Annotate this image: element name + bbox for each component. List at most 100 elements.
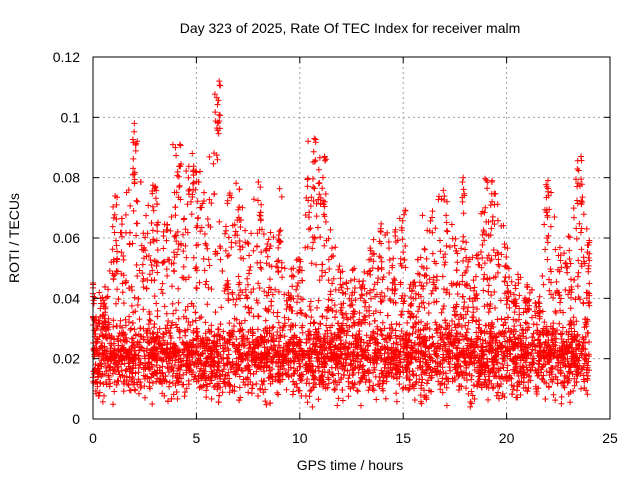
data-point — [91, 366, 98, 373]
data-point — [450, 342, 457, 349]
data-point — [423, 392, 430, 399]
data-point — [366, 367, 373, 374]
data-point — [412, 319, 419, 326]
data-point — [455, 386, 462, 393]
data-point — [575, 269, 582, 276]
data-point — [322, 218, 329, 225]
data-point — [335, 395, 342, 402]
data-point — [548, 371, 555, 378]
data-point — [475, 261, 482, 268]
data-point — [417, 338, 424, 345]
data-point — [172, 307, 179, 314]
data-point — [168, 214, 175, 221]
data-point — [308, 314, 315, 321]
data-point — [158, 286, 165, 293]
data-point — [97, 379, 104, 386]
data-point — [361, 372, 368, 379]
data-point — [117, 337, 124, 344]
data-point — [237, 223, 244, 230]
data-point — [521, 369, 528, 376]
data-point — [203, 242, 210, 249]
data-point — [445, 330, 452, 337]
data-point — [150, 331, 157, 338]
data-point — [311, 135, 318, 142]
data-point — [549, 364, 556, 371]
data-point — [505, 345, 512, 352]
data-point — [136, 347, 143, 354]
data-point — [370, 286, 377, 293]
data-point — [489, 368, 496, 375]
data-point — [176, 334, 183, 341]
data-point — [128, 302, 135, 309]
data-point — [333, 350, 340, 357]
data-point — [274, 329, 281, 336]
data-point — [328, 253, 335, 260]
data-point — [219, 268, 226, 275]
data-point — [341, 366, 348, 373]
data-point — [99, 398, 106, 405]
data-point — [195, 355, 202, 362]
data-point — [299, 329, 306, 336]
data-point — [196, 368, 203, 375]
data-point — [479, 254, 486, 261]
data-point — [539, 363, 546, 370]
data-point — [449, 355, 456, 362]
data-point — [439, 273, 446, 280]
data-point — [274, 258, 281, 265]
data-point — [302, 244, 309, 251]
data-point — [366, 377, 373, 384]
data-point — [485, 309, 492, 316]
data-point — [484, 185, 491, 192]
data-point — [496, 329, 503, 336]
data-point — [385, 361, 392, 368]
data-point — [370, 382, 377, 389]
data-point — [113, 300, 120, 307]
data-point — [560, 338, 567, 345]
data-point — [493, 337, 500, 344]
data-point — [347, 277, 354, 284]
data-point — [442, 343, 449, 350]
data-point — [258, 265, 265, 272]
data-point — [94, 350, 101, 357]
data-point — [161, 303, 168, 310]
data-point — [163, 310, 170, 317]
data-point — [294, 384, 301, 391]
data-point — [99, 312, 106, 319]
data-point — [153, 300, 160, 307]
data-point — [163, 266, 170, 273]
data-point — [409, 330, 416, 337]
data-point — [461, 359, 468, 366]
data-point — [448, 317, 455, 324]
data-point — [252, 345, 259, 352]
data-point — [336, 334, 343, 341]
data-point — [556, 348, 563, 355]
data-point — [381, 350, 388, 357]
data-point — [129, 364, 136, 371]
data-point — [540, 348, 547, 355]
data-point — [455, 363, 462, 370]
data-point — [107, 345, 114, 352]
data-point — [174, 228, 181, 235]
data-point — [437, 361, 444, 368]
data-point — [149, 379, 156, 386]
data-point — [220, 328, 227, 335]
data-point — [316, 179, 323, 186]
data-point — [180, 248, 187, 255]
data-point — [459, 198, 466, 205]
data-point — [305, 138, 312, 145]
data-point — [201, 347, 208, 354]
data-point — [443, 212, 450, 219]
data-point — [338, 310, 345, 317]
data-point — [388, 370, 395, 377]
data-point — [349, 380, 356, 387]
data-point — [562, 260, 569, 267]
data-point — [160, 245, 167, 252]
data-point — [402, 384, 409, 391]
data-point — [215, 351, 222, 358]
data-point — [118, 221, 125, 228]
data-point — [155, 333, 162, 340]
data-point — [187, 322, 194, 329]
data-point — [288, 266, 295, 273]
data-point — [414, 256, 421, 263]
data-point — [194, 215, 201, 222]
